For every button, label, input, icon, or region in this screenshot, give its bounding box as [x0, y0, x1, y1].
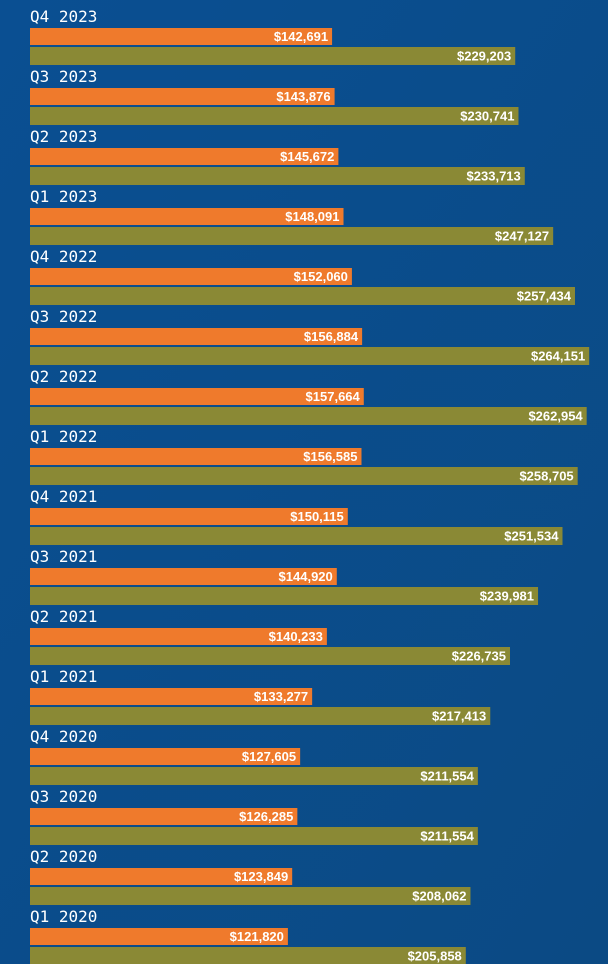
value-label: $150,115 — [290, 509, 344, 524]
value-label: $126,285 — [239, 809, 293, 824]
bar — [30, 947, 466, 964]
bar — [30, 647, 510, 665]
bar — [30, 928, 288, 945]
bar — [30, 508, 348, 525]
category-label: Q1 2021 — [30, 667, 97, 686]
bar — [30, 107, 519, 125]
value-label: $121,820 — [230, 929, 284, 944]
category-label: Q1 2020 — [30, 907, 97, 926]
category-label: Q1 2023 — [30, 187, 97, 206]
bar — [30, 287, 575, 305]
category-label: Q2 2023 — [30, 127, 97, 146]
bar — [30, 827, 478, 845]
value-label: $143,876 — [276, 89, 330, 104]
category-label: Q3 2023 — [30, 67, 97, 86]
bar — [30, 167, 525, 185]
value-label: $144,920 — [279, 569, 333, 584]
bar — [30, 47, 516, 65]
value-label: $247,127 — [495, 228, 549, 243]
value-label: $239,981 — [480, 588, 534, 603]
value-label: $145,672 — [280, 149, 334, 164]
value-label: $226,735 — [452, 648, 506, 663]
bar — [30, 767, 478, 785]
category-label: Q2 2021 — [30, 607, 97, 626]
category-label: Q4 2022 — [30, 247, 97, 266]
bar — [30, 28, 333, 45]
category-label: Q4 2023 — [30, 7, 97, 26]
bar — [30, 628, 327, 645]
bar — [30, 527, 563, 545]
value-label: $148,091 — [285, 209, 339, 224]
bar — [30, 88, 335, 105]
bar — [30, 448, 362, 465]
value-label: $229,203 — [457, 48, 511, 63]
category-label: Q2 2022 — [30, 367, 97, 386]
bar — [30, 808, 298, 825]
category-label: Q3 2020 — [30, 787, 97, 806]
category-label: Q2 2020 — [30, 847, 97, 866]
value-label: $217,413 — [432, 708, 486, 723]
category-label: Q3 2022 — [30, 307, 97, 326]
category-label: Q3 2021 — [30, 547, 97, 566]
category-label: Q4 2020 — [30, 727, 97, 746]
bar — [30, 707, 491, 725]
value-label: $123,849 — [234, 869, 288, 884]
value-label: $157,664 — [306, 389, 361, 404]
bar — [30, 748, 301, 765]
value-label: $251,534 — [504, 528, 559, 543]
bar — [30, 208, 344, 225]
value-label: $211,554 — [420, 768, 474, 783]
value-label: $264,151 — [531, 348, 585, 363]
value-label: $230,741 — [460, 108, 514, 123]
value-label: $156,884 — [304, 329, 359, 344]
value-label: $142,691 — [274, 29, 328, 44]
value-label: $233,713 — [467, 168, 521, 183]
bar — [30, 467, 578, 485]
bar — [30, 868, 293, 885]
bar — [30, 227, 554, 245]
bar — [30, 268, 352, 285]
bar — [30, 388, 364, 405]
value-label: $152,060 — [294, 269, 348, 284]
value-label: $258,705 — [519, 468, 573, 483]
bar — [30, 148, 339, 165]
value-label: $262,954 — [528, 408, 583, 423]
value-label: $133,277 — [254, 689, 308, 704]
bar — [30, 887, 471, 905]
value-label: $127,605 — [242, 749, 296, 764]
bar — [30, 587, 539, 605]
value-label: $156,585 — [303, 449, 357, 464]
bar — [30, 688, 313, 705]
bar — [30, 407, 587, 425]
bar — [30, 328, 363, 345]
category-label: Q1 2022 — [30, 427, 97, 446]
value-label: $257,434 — [517, 288, 572, 303]
value-label: $140,233 — [269, 629, 323, 644]
value-label: $205,858 — [408, 948, 462, 963]
category-label: Q4 2021 — [30, 487, 97, 506]
value-label: $211,554 — [420, 828, 474, 843]
value-label: $208,062 — [412, 888, 466, 903]
bar — [30, 568, 337, 585]
bar — [30, 347, 590, 365]
